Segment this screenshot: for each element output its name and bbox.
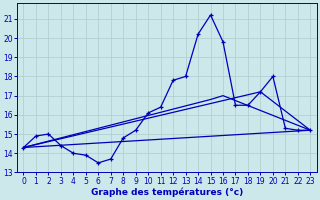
X-axis label: Graphe des températures (°c): Graphe des températures (°c) xyxy=(91,187,243,197)
